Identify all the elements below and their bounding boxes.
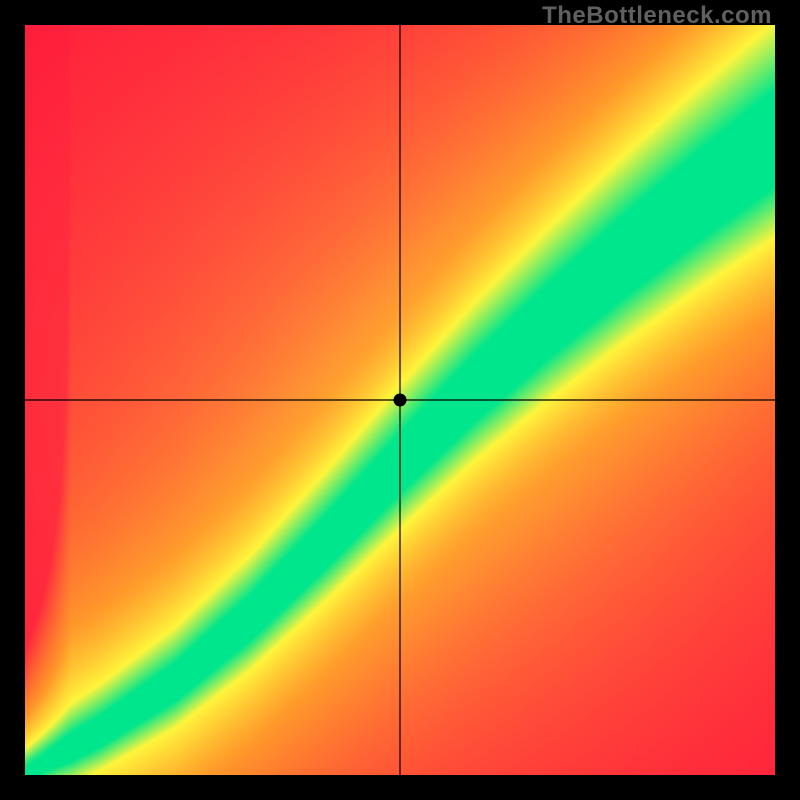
watermark-text: TheBottleneck.com — [542, 2, 772, 30]
heatmap-canvas — [25, 25, 775, 775]
chart-container: TheBottleneck.com — [0, 0, 800, 800]
